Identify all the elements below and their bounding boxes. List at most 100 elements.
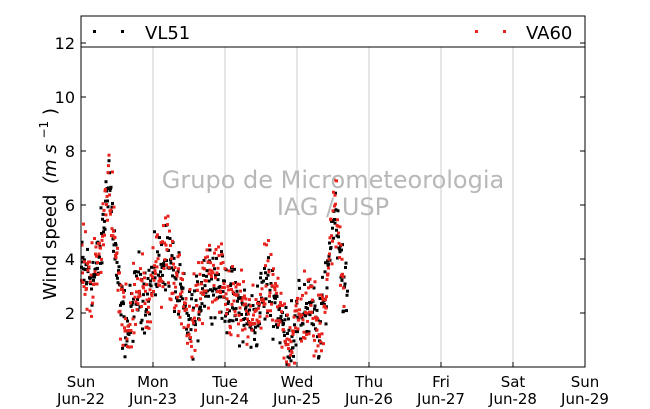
point-vl51-283 — [221, 290, 225, 294]
point-vl51-329 — [244, 305, 248, 309]
point-vl51-28 — [94, 273, 97, 277]
point-va60-239 — [199, 291, 203, 295]
point-va60-368 — [264, 264, 267, 268]
point-vl51-152 — [156, 250, 159, 254]
point-va60-130 — [145, 283, 148, 287]
point-vl51-241 — [200, 302, 204, 306]
point-vl51-138 — [149, 279, 152, 283]
point-vl51-139 — [149, 284, 153, 288]
point-va60-165 — [162, 266, 166, 270]
point-va60-11 — [85, 307, 89, 311]
point-vl51-506 — [333, 217, 336, 221]
point-va60-225 — [192, 272, 196, 276]
point-va60-510 — [335, 179, 338, 183]
point-va60-251 — [205, 248, 209, 252]
point-va60-255 — [207, 272, 211, 276]
point-va60-404 — [282, 328, 285, 332]
point-va60-495 — [327, 257, 331, 261]
point-va60-217 — [188, 287, 192, 291]
point-va60-393 — [276, 276, 280, 280]
point-va60-254 — [207, 306, 210, 310]
point-vl51-456 — [308, 301, 311, 305]
point-va60-517 — [338, 225, 342, 229]
point-va60-419 — [289, 340, 293, 344]
point-vl51-513 — [336, 209, 340, 213]
point-vl51-239 — [199, 308, 203, 312]
point-vl51-123 — [141, 299, 145, 303]
point-va60-503 — [331, 209, 335, 213]
point-va60-150 — [155, 235, 158, 239]
point-va60-389 — [274, 319, 278, 323]
point-va60-257 — [208, 268, 212, 272]
point-vl51-390 — [275, 323, 278, 327]
point-vl51-32 — [96, 266, 99, 270]
point-va60-232 — [196, 288, 199, 292]
point-va60-424 — [292, 330, 295, 334]
point-va60-521 — [340, 257, 344, 261]
point-va60-272 — [216, 290, 219, 294]
point-va60-5 — [82, 285, 86, 288]
point-va60-128 — [144, 289, 147, 293]
point-va60-515 — [337, 241, 341, 245]
point-vl51-337 — [248, 325, 252, 329]
point-vl51-494 — [327, 262, 330, 266]
point-va60-160 — [160, 305, 163, 309]
point-vl51-208 — [184, 303, 187, 307]
point-va60-20 — [90, 314, 93, 318]
x-tick-date-3: Jun-25 — [272, 390, 321, 408]
point-va60-275 — [217, 254, 221, 258]
point-vl51-373 — [266, 273, 270, 277]
point-vl51-301 — [230, 269, 234, 273]
point-va60-224 — [192, 321, 195, 325]
point-vl51-223 — [191, 357, 195, 361]
point-vl51-182 — [171, 274, 174, 278]
point-vl51-42 — [101, 217, 104, 221]
point-vl51-441 — [300, 316, 304, 320]
point-va60-357 — [258, 315, 262, 319]
point-va60-418 — [289, 353, 292, 357]
point-va60-290 — [225, 312, 228, 316]
point-va60-432 — [296, 296, 299, 300]
point-vl51-84 — [122, 302, 125, 306]
point-vl51-72 — [116, 276, 119, 280]
point-va60-198 — [179, 292, 182, 296]
point-vl51-164 — [162, 262, 165, 266]
point-va60-374 — [267, 239, 270, 243]
point-vl51-130 — [145, 308, 148, 312]
point-vl51-330 — [245, 312, 248, 316]
point-vl51-472 — [316, 335, 319, 339]
point-va60-73 — [116, 288, 120, 292]
point-vl51-419 — [289, 359, 293, 363]
point-va60-523 — [341, 275, 345, 279]
point-vl51-118 — [139, 272, 142, 276]
point-va60-341 — [250, 328, 254, 332]
point-vl51-267 — [213, 316, 217, 320]
point-vl51-491 — [325, 286, 329, 290]
point-va60-1 — [80, 243, 84, 247]
point-vl51-221 — [190, 293, 194, 297]
point-va60-293 — [226, 284, 230, 288]
point-va60-162 — [161, 240, 164, 244]
point-vl51-52 — [106, 199, 109, 203]
point-va60-505 — [332, 178, 336, 182]
point-va60-219 — [189, 340, 193, 344]
point-va60-38 — [99, 246, 102, 250]
point-va60-163 — [161, 285, 165, 289]
point-va60-305 — [232, 299, 236, 303]
point-va60-466 — [313, 338, 316, 342]
y-tick-label-12: 12 — [55, 34, 75, 53]
point-vl51-436 — [298, 286, 301, 290]
point-va60-410 — [285, 360, 288, 364]
point-va60-487 — [323, 310, 327, 314]
point-va60-306 — [233, 293, 236, 297]
point-va60-100 — [130, 345, 133, 349]
point-va60-121 — [140, 279, 144, 283]
point-va60-30 — [95, 254, 98, 258]
point-va60-318 — [239, 289, 242, 293]
point-va60-145 — [152, 278, 156, 282]
point-va60-227 — [193, 348, 197, 352]
point-va60-41 — [100, 238, 104, 242]
point-vl51-305 — [232, 307, 236, 311]
point-vl51-428 — [294, 330, 297, 334]
point-vl51-177 — [168, 237, 172, 241]
